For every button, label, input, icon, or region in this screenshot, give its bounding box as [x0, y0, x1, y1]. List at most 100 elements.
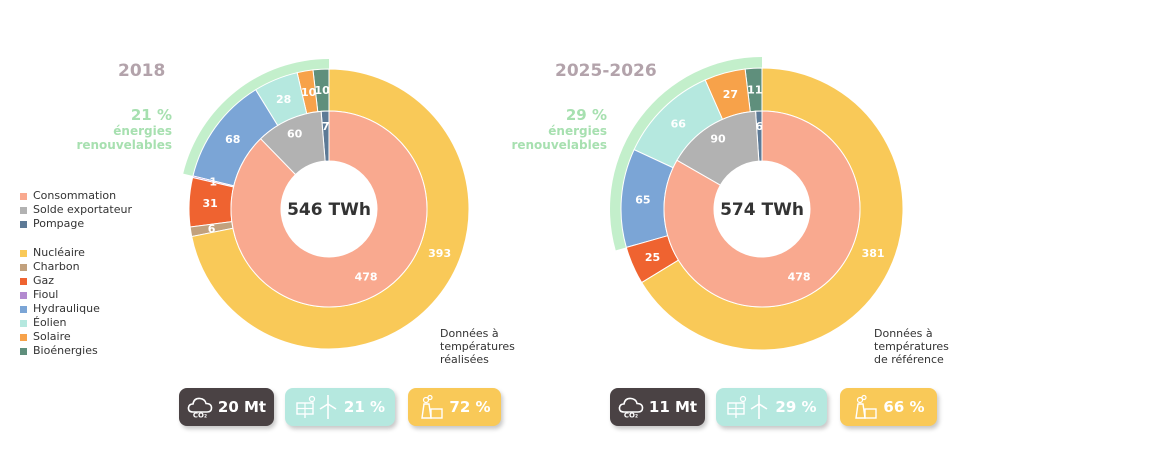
kpi-co2-value: 11 Mt [648, 398, 698, 416]
center-hole [282, 162, 376, 256]
legend-swatch [20, 305, 27, 313]
legend-label: Gaz [33, 274, 55, 287]
legend-label: Solaire [33, 330, 71, 343]
legend-label: Pompage [33, 217, 85, 230]
legend-label: Éolien [33, 316, 67, 329]
kpi-renewable-2025-2026: 29 % [716, 388, 827, 426]
legend-label: Solde exportateur [33, 203, 132, 216]
legend-swatch [20, 333, 27, 341]
kpi-nuclear-2025-2026: 66 % [840, 388, 937, 426]
legend-swatch [20, 347, 27, 355]
chart-title-2025-2026: 2025-2026 [555, 61, 657, 81]
renewable-share-value: 21 % [130, 106, 172, 124]
inner-label-pompage: 6 [755, 120, 763, 133]
renewable-label-word: énergies [113, 124, 172, 138]
kpi-co2-value: 20 Mt [217, 398, 267, 416]
outer-label-nucleaire: 381 [862, 247, 885, 260]
solar-wind-icon [727, 395, 768, 419]
legend-item: Bioénergies [20, 344, 100, 358]
outer-label-charbon: 6 [208, 222, 216, 235]
kpi-co2-2018: CO₂ 20 Mt [179, 388, 274, 426]
note-line: Données à [874, 327, 933, 340]
legend-item: Hydraulique [20, 302, 100, 316]
inner-label-consommation: 478 [355, 270, 378, 283]
renewable-share-label: énergies renouvelables [447, 124, 607, 152]
note-2025-2026: Données à températures de référence [874, 327, 949, 366]
kpi-renewable-value: 29 % [775, 398, 817, 416]
outer-label-fioul: 1 [209, 176, 217, 189]
outer-label-gaz: 25 [645, 251, 660, 264]
legend-item: Nucléaire [20, 246, 100, 260]
legend-swatch [20, 263, 27, 271]
nuclear-plant-icon [421, 394, 444, 419]
kpi-nuclear-value: 66 % [883, 398, 925, 416]
legend-label: Hydraulique [33, 302, 100, 315]
legend-item: Consommation [20, 189, 132, 203]
legend-item: Solaire [20, 330, 100, 344]
inner-label-solde-exportateur: 90 [710, 133, 726, 146]
svg-text:CO₂: CO₂ [624, 412, 638, 420]
legend-swatch [20, 192, 27, 200]
svg-text:CO₂: CO₂ [193, 412, 207, 420]
chart-title-2018: 2018 [118, 61, 166, 81]
inner-slice-consommation [663, 110, 861, 308]
renewable-share-label: énergies renouvelables [12, 124, 172, 152]
outer-label-solaire: 10 [301, 86, 317, 99]
inner-label-solde-exportateur: 60 [287, 127, 303, 140]
note-line: de référence [874, 353, 944, 366]
legend-item: Gaz [20, 274, 100, 288]
inner-label-pompage: 7 [322, 120, 330, 133]
center-total-label: 574 TWh [720, 200, 804, 220]
legend-swatch [20, 277, 27, 285]
legend-production: Nucléaire Charbon Gaz Fioul Hydraulique Éolie… [20, 246, 100, 358]
legend-item: Éolien [20, 316, 100, 330]
legend-swatch [20, 291, 27, 299]
inner-slice-consommation [230, 110, 428, 308]
outer-label-eolien: 66 [671, 118, 687, 131]
renewable-share-2025-2026: 29 % énergies renouvelables [447, 106, 607, 152]
note-line: Données à [440, 327, 499, 340]
outer-label-bioenergies: 11 [747, 84, 762, 97]
note-line: températures [440, 340, 515, 353]
legend-item: Pompage [20, 217, 132, 231]
legend-demand: Consommation Solde exportateur Pompage [20, 189, 132, 231]
inner-slice-solde-exportateur [676, 110, 760, 186]
note-2018: Données à températures réalisées [440, 327, 515, 366]
legend-label: Nucléaire [33, 246, 85, 259]
renewable-label-word: énergies [548, 124, 607, 138]
center-hole [715, 162, 809, 256]
renewable-share-value: 29 % [565, 106, 607, 124]
note-line: réalisées [440, 353, 489, 366]
renewables-arc [183, 59, 329, 176]
outer-label-solaire: 27 [723, 88, 738, 101]
outer-label-hydraulique: 68 [225, 133, 240, 146]
kpi-renewable-value: 21 % [343, 398, 386, 416]
legend-swatch [20, 206, 27, 214]
legend-label: Consommation [33, 189, 117, 202]
legend-label: Bioénergies [33, 344, 98, 357]
legend-label: Charbon [33, 260, 80, 273]
renewable-share-2018: 21 % énergies renouvelables [12, 106, 172, 152]
legend-swatch [20, 319, 27, 327]
legend-swatch [20, 220, 27, 228]
outer-label-bioenergies: 10 [315, 84, 331, 97]
renewable-label-word: renouvelables [76, 138, 172, 152]
kpi-co2-2025-2026: CO₂ 11 Mt [610, 388, 705, 426]
outer-label-hydraulique: 65 [635, 194, 650, 207]
solar-wind-icon [296, 395, 337, 419]
kpi-nuclear-value: 72 % [449, 398, 491, 416]
legend-item: Fioul [20, 288, 100, 302]
legend-item: Charbon [20, 260, 100, 274]
outer-label-gaz: 31 [202, 197, 217, 210]
renewable-label-word: renouvelables [511, 138, 607, 152]
kpi-renewable-2018: 21 % [285, 388, 395, 426]
co2-cloud-icon: CO₂ [618, 397, 644, 420]
inner-label-consommation: 478 [788, 270, 811, 283]
legend-label: Fioul [33, 288, 59, 301]
legend-swatch [20, 249, 27, 257]
nuclear-plant-icon [855, 394, 878, 419]
outer-label-nucleaire: 393 [428, 247, 451, 260]
kpi-nuclear-2018: 72 % [408, 388, 501, 426]
